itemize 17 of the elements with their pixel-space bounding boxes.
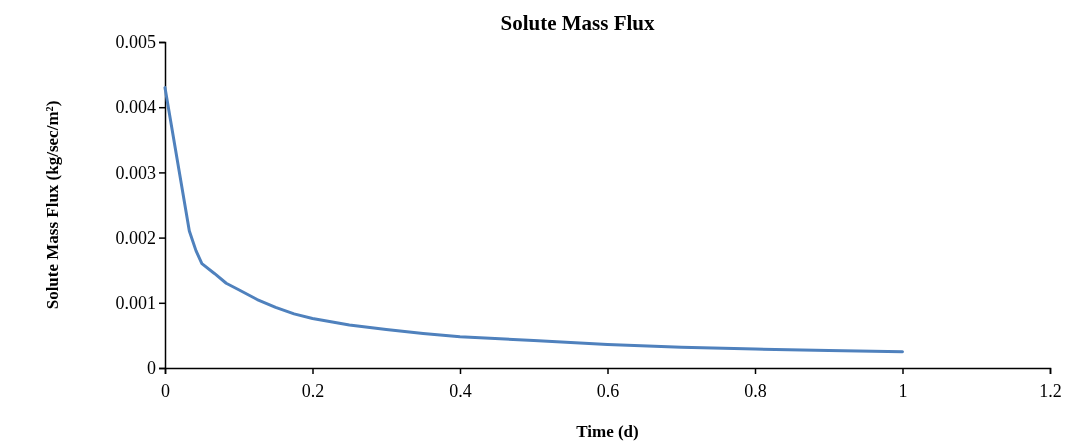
x-tick-label: 0.8 — [744, 380, 767, 401]
y-tick-label: 0.004 — [115, 97, 156, 118]
line-series — [163, 86, 904, 354]
y-tick-label: 0 — [147, 358, 156, 379]
chart-title: Solute Mass Flux — [500, 11, 656, 35]
y-tick-label: 0.002 — [115, 227, 156, 248]
y-axis-title: Solute Mass Flux (kg/sec/m²) — [43, 100, 62, 310]
x-tick-label: 0.4 — [449, 380, 472, 401]
x-tick-label: 0.6 — [596, 380, 620, 401]
x-tick-label: 1.2 — [1039, 380, 1062, 401]
x-tick-label: 0.2 — [301, 380, 325, 401]
x-axis-title: Time (d) — [576, 422, 639, 441]
y-tick-label: 0.001 — [115, 293, 156, 314]
x-tick-label: 0 — [161, 380, 170, 401]
x-tick-label: 1 — [898, 380, 908, 401]
y-tick-label: 0.005 — [115, 32, 156, 53]
y-tick-label: 0.003 — [115, 162, 156, 183]
